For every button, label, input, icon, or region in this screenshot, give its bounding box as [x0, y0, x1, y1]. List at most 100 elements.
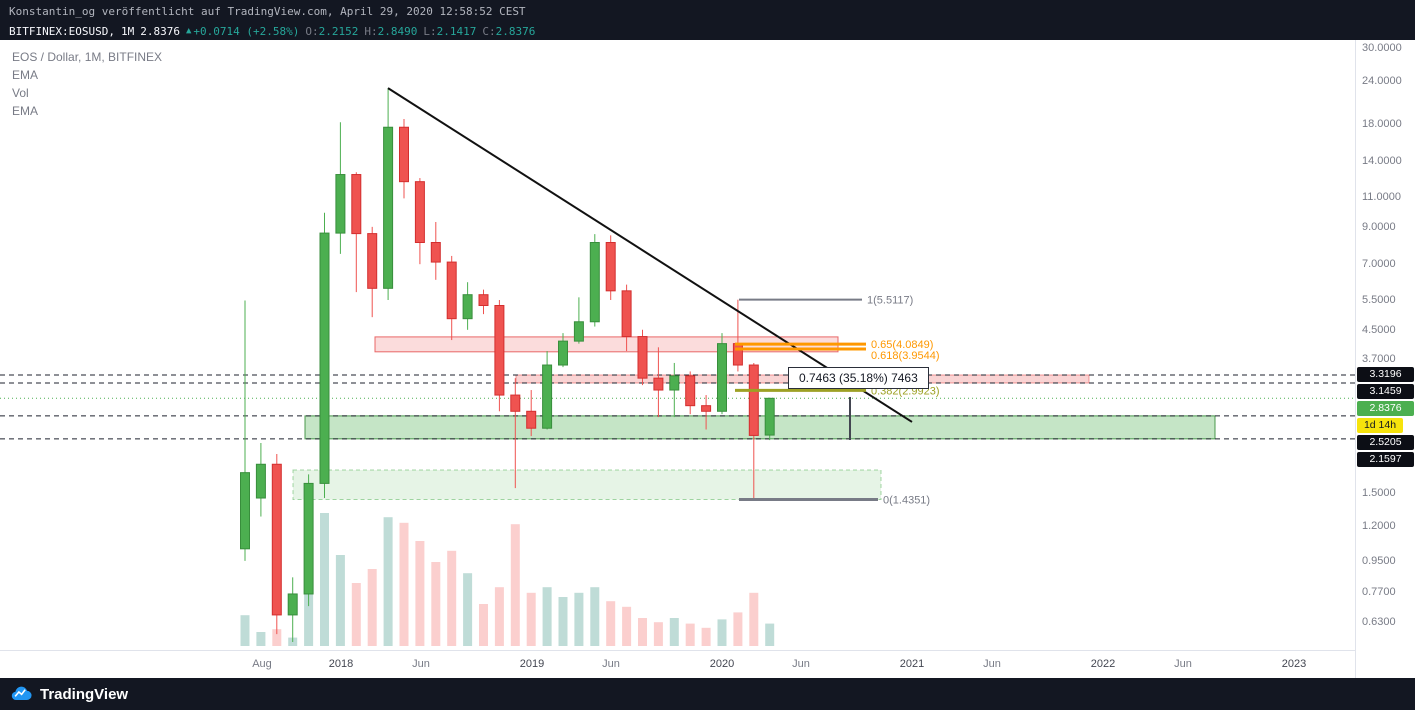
time-axis-label: Jun — [412, 658, 430, 670]
candle-body — [526, 410, 537, 429]
candle-body — [685, 375, 696, 407]
symbol-name: BITFINEX:EOSUSD, — [9, 24, 115, 38]
price-tick: 4.5000 — [1362, 323, 1396, 336]
volume-bar — [574, 592, 584, 646]
publish-text: Konstantin_og veröffentlicht auf Trading… — [9, 4, 526, 18]
price-axis[interactable]: 30.0000 24.0000 18.0000 14.0000 11.0000 9.000… — [1355, 40, 1415, 678]
interval-label: 1M — [120, 24, 135, 38]
close-label: C: — [482, 24, 496, 38]
candle-body — [255, 463, 266, 499]
lower-support-zone[interactable] — [292, 469, 882, 501]
chart-area[interactable]: 1(5.5117) 0.65(4.0849) 0.618(3.9544) 0.382(… — [0, 40, 1415, 678]
volume-bar — [749, 592, 759, 646]
volume-bar — [256, 632, 266, 646]
candle-body — [399, 126, 409, 183]
volume-bar — [240, 615, 250, 646]
candle-body — [303, 482, 314, 595]
candle-body — [669, 375, 680, 391]
candle-body — [446, 261, 457, 320]
volume-bar — [542, 587, 552, 646]
candle-body — [478, 294, 489, 307]
time-axis-label: Jun — [792, 658, 810, 670]
volume-bar — [335, 555, 345, 646]
candle-body — [271, 463, 282, 616]
volume-bar — [765, 623, 775, 646]
price-tick: 0.9500 — [1362, 554, 1396, 567]
low-label: L: — [423, 24, 437, 38]
candle-body — [764, 397, 775, 436]
candle-body — [367, 233, 378, 289]
price-badge-level: 2.5205 — [1357, 434, 1414, 450]
price-change: +0.0714 (+2.58%) — [193, 24, 300, 38]
price-tick: 0.6300 — [1362, 615, 1396, 628]
chart-canvas[interactable]: 1(5.5117)0.65(4.0849)0.618(3.9544)0.382(… — [0, 40, 1355, 650]
candle-body — [748, 364, 759, 436]
time-axis-label: 2018 — [328, 658, 354, 670]
support-zone[interactable] — [304, 415, 1216, 440]
volume-bar — [399, 522, 409, 646]
high-label: H: — [364, 24, 378, 38]
volume-bar — [669, 618, 679, 646]
volume-bar — [351, 583, 361, 646]
candle-body — [732, 343, 743, 366]
measure-tooltip: 0.7463 (35.18%) 7463 — [788, 367, 929, 389]
candle-body — [589, 242, 600, 323]
volume-bar — [479, 604, 488, 646]
candle-body — [414, 181, 425, 244]
low-value: 2.1417 — [436, 24, 477, 38]
high-value: 2.8490 — [377, 24, 418, 38]
candle-body — [558, 340, 568, 366]
candle-body — [621, 290, 632, 338]
price-badge-level: 3.1459 — [1357, 383, 1414, 399]
legend-title[interactable]: EOS / Dollar, 1M, BITFINEX — [12, 50, 163, 64]
volume-bar — [510, 524, 520, 646]
candle-body — [240, 472, 250, 550]
candle-body — [335, 174, 346, 234]
candle-body — [430, 242, 441, 263]
volume-bar — [685, 623, 695, 646]
time-axis-label: Aug — [252, 658, 272, 670]
fib-label: 1(5.5117) — [867, 295, 913, 307]
volume-bar — [447, 550, 457, 646]
legend-indicator-ema-2[interactable]: EMA — [12, 104, 39, 118]
volume-bar — [494, 587, 504, 646]
candle-body — [510, 394, 521, 412]
publish-bar: Konstantin_og veröffentlicht auf Trading… — [0, 0, 1415, 22]
tradingview-logo-icon[interactable] — [10, 683, 32, 705]
time-axis-label: Jun — [1174, 658, 1192, 670]
time-axis-label: 2019 — [519, 658, 545, 670]
fib-label: 0(1.4351) — [883, 495, 930, 507]
candle-body — [462, 294, 473, 320]
volume-bar — [383, 517, 393, 646]
close-value: 2.8376 — [495, 24, 536, 38]
volume-bar — [606, 601, 616, 646]
legend-indicator-vol[interactable]: Vol — [12, 86, 29, 100]
volume-bar — [558, 597, 568, 646]
time-axis[interactable]: Aug 2018 Jun 2019 Jun 2020 Jun 2021 Jun 2022 Jun 20… — [0, 650, 1355, 678]
volume-bar — [701, 627, 711, 646]
price-tick: 5.5000 — [1362, 294, 1396, 306]
candle-body — [717, 343, 727, 412]
candle-body — [653, 377, 664, 391]
footer-bar: TradingView — [0, 678, 1415, 710]
volume-bar — [367, 569, 377, 646]
fib-label: 0.65(4.0849) — [871, 339, 933, 351]
volume-bar — [638, 618, 647, 646]
legend-indicator-ema-1[interactable]: EMA — [12, 68, 39, 82]
price-badge-level: 3.3196 — [1357, 366, 1414, 382]
candle-body — [287, 593, 298, 616]
price-tick: 30.0000 — [1362, 42, 1402, 55]
volume-bar — [304, 590, 314, 646]
open-label: O: — [305, 24, 319, 38]
volume-bar — [431, 562, 441, 646]
candle-body — [383, 126, 394, 289]
volume-bar — [733, 612, 743, 646]
volume-bar — [415, 541, 425, 646]
trendline[interactable] — [387, 87, 913, 423]
brand-name[interactable]: TradingView — [40, 685, 129, 703]
price-tick: 3.7000 — [1362, 352, 1396, 365]
candle-body — [542, 364, 553, 429]
price-badge-countdown: 1d 14h — [1357, 417, 1403, 433]
price-tick: 18.0000 — [1362, 117, 1402, 130]
